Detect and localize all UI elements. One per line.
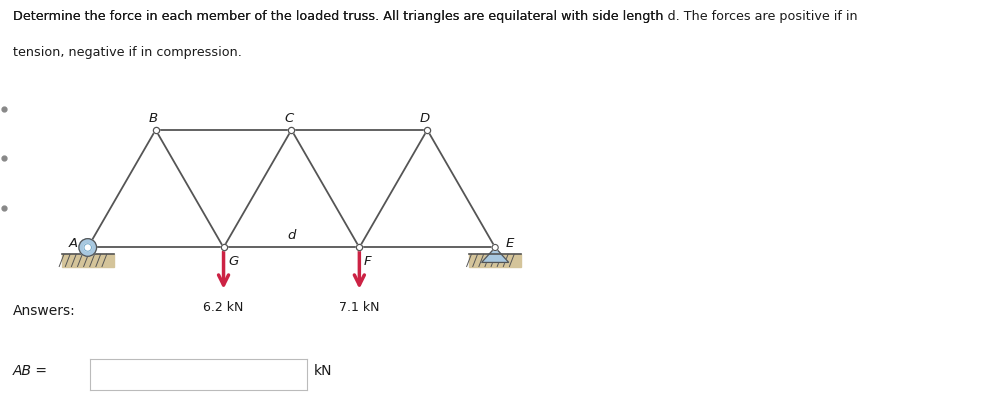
Text: A: A — [68, 237, 77, 249]
Bar — [62, 255, 114, 267]
Text: AB =: AB = — [13, 363, 48, 377]
Text: 6.2 kN: 6.2 kN — [203, 300, 244, 313]
Circle shape — [79, 239, 96, 257]
Text: tension, negative if in compression.: tension, negative if in compression. — [13, 46, 242, 59]
Text: E: E — [506, 237, 515, 249]
Text: D: D — [419, 112, 430, 125]
Circle shape — [84, 244, 91, 252]
Text: Answers:: Answers: — [13, 304, 75, 318]
Text: F: F — [364, 254, 371, 267]
Text: 7.1 kN: 7.1 kN — [339, 300, 380, 313]
Text: G: G — [228, 254, 238, 267]
Text: i: i — [77, 368, 81, 381]
Text: C: C — [284, 112, 293, 125]
Text: Determine the force in each member of the loaded truss. All triangles are equila: Determine the force in each member of th… — [13, 10, 670, 23]
Text: d: d — [287, 228, 295, 241]
Bar — [469, 255, 521, 267]
Circle shape — [492, 245, 498, 251]
Text: kN: kN — [314, 363, 332, 377]
Polygon shape — [481, 248, 509, 263]
Text: B: B — [149, 112, 158, 125]
Text: Determine the force in each member of the loaded truss. All triangles are equila: Determine the force in each member of th… — [13, 10, 857, 23]
